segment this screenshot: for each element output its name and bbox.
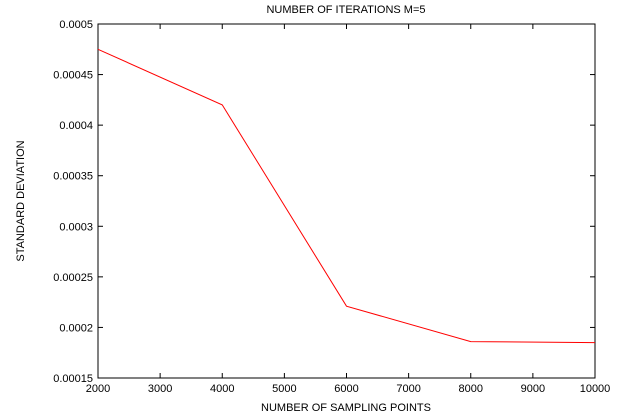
y-tick-label: 0.00045: [53, 70, 93, 82]
x-tick-label: 4000: [210, 383, 234, 395]
y-axis-label: STANDARD DEVIATION: [15, 140, 27, 261]
y-tick-label: 0.0005: [59, 19, 93, 31]
x-axis-label: NUMBER OF SAMPLING POINTS: [261, 402, 431, 414]
x-tick-label: 3000: [148, 383, 172, 395]
x-tick-label: 9000: [521, 383, 545, 395]
x-axis: 2000 3000 4000 5000 6000 7000 8000 9000 10000: [86, 24, 611, 395]
series-layer: [97, 48, 596, 344]
chart-title: NUMBER OF ITERATIONS M=5: [266, 4, 425, 16]
plot-frame: [97, 23, 596, 379]
y-tick-label: 0.00025: [53, 272, 93, 284]
x-tick-label: 6000: [334, 383, 358, 395]
x-tick-label: 8000: [459, 383, 483, 395]
y-tick-label: 0.00035: [53, 171, 93, 183]
y-tick-label: 0.0003: [59, 221, 93, 233]
y-tick-label: 0.00015: [53, 373, 93, 385]
y-tick-label: 0.0002: [59, 322, 93, 334]
x-tick-label: 10000: [580, 383, 611, 395]
x-tick-label: 2000: [86, 383, 110, 395]
y-axis: 0.00015 0.0002 0.00025 0.0003 0.00035 0.0004 0…: [53, 19, 595, 385]
y-tick-label: 0.0004: [59, 120, 93, 132]
x-tick-label: 5000: [272, 383, 296, 395]
x-tick-label: 7000: [396, 383, 420, 395]
series-line: [97, 48, 596, 344]
